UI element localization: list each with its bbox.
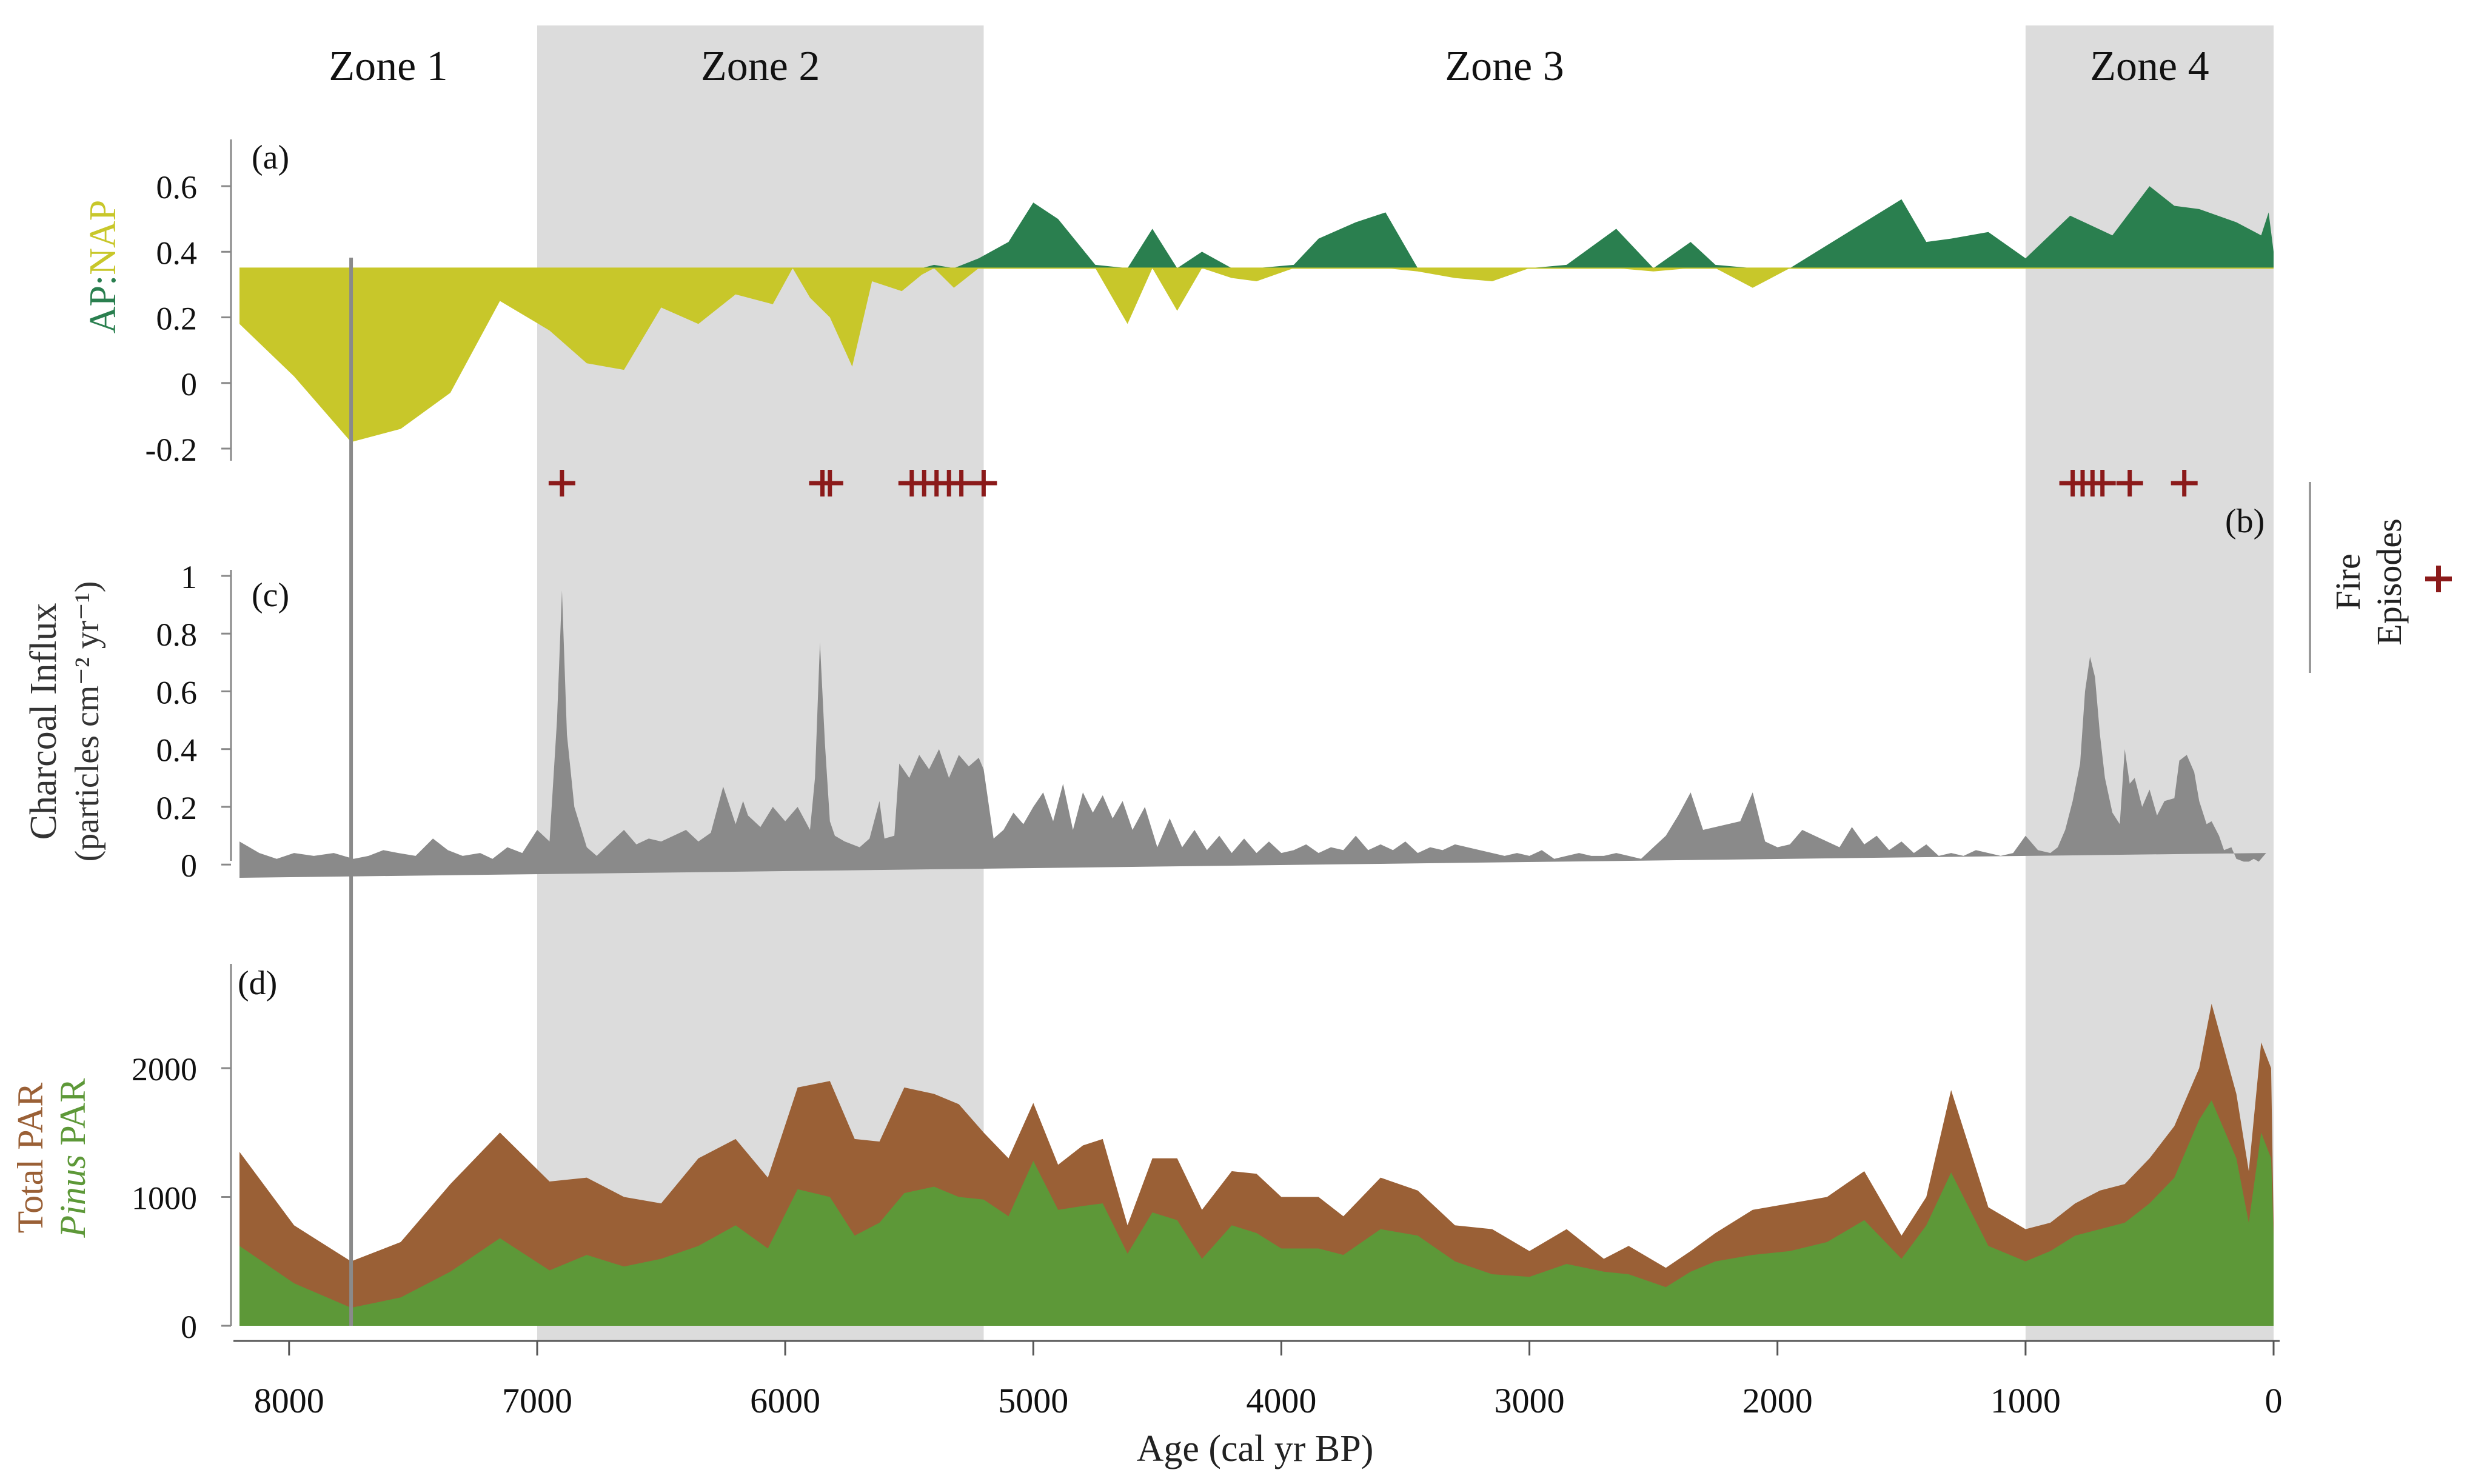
panel-c-ylabel-line1: Charcoal Influx: [23, 603, 64, 840]
panel-a-ylabel: AP:NAP: [82, 200, 124, 334]
panel-c-y-axis-tick-label: 1: [181, 559, 197, 595]
panel-c-charcoal-area: [239, 590, 2266, 878]
fire-episode-marker: [548, 470, 575, 496]
panel-a-letter: (a): [252, 139, 289, 176]
panel-a-y-axis-tick-label: 0.2: [156, 301, 198, 337]
panel-c-ylabel-line2: (particles cm⁻² yr⁻¹): [69, 581, 106, 862]
panel-a-ylabel-colon: :: [82, 275, 124, 286]
x-axis-tick-label: 2000: [1742, 1381, 1813, 1420]
panel-b-letter: (b): [2225, 503, 2264, 540]
zone-label-2: Zone 2: [701, 43, 820, 90]
panel-a-y-axis-tick-label: 0.4: [156, 235, 198, 271]
panel-d-letter: (d): [238, 964, 277, 1002]
panel-a-ap-nap: -0.2 0 0.2 0.4 0.6: [146, 139, 2274, 468]
panel-b-fire-episodes: [548, 470, 2198, 496]
panel-d-y-axis-tick-label: 2000: [132, 1051, 197, 1088]
panel-a-y-axis-tick-label: 0.6: [156, 169, 198, 206]
x-axis-tick-label: 5000: [998, 1381, 1068, 1420]
panel-c-charcoal-influx: 0 0.2 0.4 0.6 0.8 1: [156, 559, 2266, 884]
fire-episode-marker: [2116, 470, 2143, 496]
panel-c-y-axis-tick-label: 0: [181, 847, 197, 884]
panel-a-ap-area: [239, 186, 2274, 269]
panel-a-nap-area: [239, 268, 2274, 443]
panel-c-y-axis-tick-label: 0.6: [156, 675, 198, 711]
panel-d-par: 0 1000 2000: [132, 964, 2274, 1345]
panel-c-y-axis-tick-label: 0.8: [156, 617, 198, 653]
panel-d-y-axis-tick-label: 0: [181, 1309, 197, 1345]
x-axis-tick-label: 6000: [750, 1381, 820, 1420]
panel-d-ylabel-pinus-rest: PAR: [53, 1078, 93, 1155]
fire-label-line1: Fire: [2328, 553, 2368, 610]
fire-label-line2: Episodes: [2369, 518, 2409, 645]
panel-d-ylabel-pinus: Pinus PAR: [53, 1078, 93, 1238]
x-axis: 8000 7000 6000 5000 4000 3000 2000 1000 0: [233, 1340, 2283, 1420]
zone-label-4: Zone 4: [2090, 43, 2209, 90]
fire-episode-marker: [948, 470, 975, 496]
fire-episode-marker: [2171, 470, 2198, 496]
x-axis-tick-label: 1000: [1990, 1381, 2061, 1420]
fire-episode-marker: [816, 470, 843, 496]
panel-d-y-axis-tick-label: 1000: [132, 1180, 197, 1217]
panel-d-ylabel-total: Total PAR: [10, 1083, 50, 1234]
panel-c-y-axis-tick-label: 0.4: [156, 732, 198, 769]
fire-episode-marker: [970, 470, 997, 496]
x-axis-tick-label: 7000: [502, 1381, 572, 1420]
x-axis-tick-label: 3000: [1495, 1381, 1565, 1420]
panel-c-letter: (c): [252, 577, 289, 614]
fire-episode-marker: [2089, 470, 2116, 496]
fire-legend-plus-icon: [2425, 566, 2452, 592]
panel-d-pinus-par-area: [239, 1100, 2274, 1326]
panel-d-ylabel-pinus-italic: Pinus: [53, 1155, 93, 1238]
panel-a-y-axis-tick-label: -0.2: [146, 432, 197, 468]
panel-c-y-axis-tick-label: 0.2: [156, 790, 198, 826]
zone-labels: Zone 1 Zone 2 Zone 3 Zone 4: [329, 43, 2209, 90]
x-axis-tick-label: 4000: [1246, 1381, 1316, 1420]
x-axis-title: Age (cal yr BP): [1137, 1428, 1374, 1469]
zone-label-3: Zone 3: [1445, 43, 1564, 90]
zone-label-1: Zone 1: [329, 43, 447, 90]
x-axis-tick-label: 0: [2265, 1381, 2283, 1420]
panel-a-ylabel-ap: AP: [82, 286, 124, 333]
x-axis-tick-label: 8000: [254, 1381, 324, 1420]
panel-a-y-axis-tick-label: 0: [181, 366, 197, 403]
panel-a-ylabel-nap: NAP: [82, 200, 124, 275]
